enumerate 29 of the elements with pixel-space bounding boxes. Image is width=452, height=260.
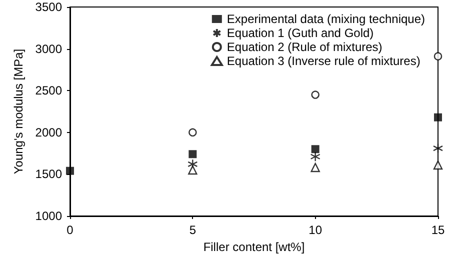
x-tick-label: 0	[66, 223, 74, 237]
point	[188, 165, 198, 175]
legend-label: Experimental data (mixing technique)	[226, 12, 426, 26]
point	[434, 113, 442, 122]
x-axis-title: Filler content [wt%]	[203, 240, 305, 254]
y-tick-label: 2000	[35, 125, 62, 140]
y-tick-label: 1500	[35, 167, 62, 182]
legend-label: Equation 1 (Guth and Gold)	[226, 26, 374, 40]
point	[188, 159, 198, 170]
point	[66, 166, 74, 175]
y-tick-label: 3500	[35, 0, 62, 14]
point	[188, 150, 197, 158]
y-tick-label: 1000	[35, 209, 62, 223]
y-axis-title: Young's modulus [MPa]	[11, 48, 26, 174]
point	[188, 128, 197, 136]
x-tick-label: 10	[308, 223, 322, 237]
point	[432, 143, 444, 154]
point	[311, 145, 320, 154]
point	[310, 152, 320, 162]
y-tick-label: 2500	[35, 84, 62, 98]
point	[434, 52, 442, 60]
point	[311, 90, 320, 99]
x-tick-label: 15	[431, 223, 445, 237]
point	[310, 162, 320, 172]
legend-label: Equation 3 (Inverse rule of mixtures)	[226, 54, 420, 68]
x-tick-label: 5	[189, 223, 196, 237]
point	[433, 160, 443, 170]
y-tick-label: 3000	[35, 42, 62, 56]
legend-label: Equation 2 (Rule of mixtures)	[226, 40, 382, 54]
